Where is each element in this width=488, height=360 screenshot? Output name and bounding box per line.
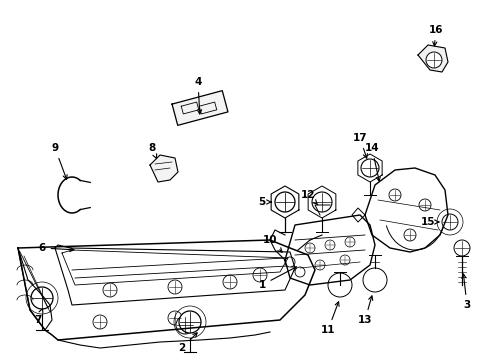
Text: 3: 3	[461, 274, 469, 310]
Circle shape	[314, 260, 325, 270]
Circle shape	[168, 311, 182, 325]
Text: 4: 4	[194, 77, 201, 114]
Circle shape	[325, 240, 334, 250]
Circle shape	[453, 240, 469, 256]
Circle shape	[305, 243, 314, 253]
Circle shape	[425, 52, 441, 68]
Polygon shape	[172, 91, 227, 125]
Circle shape	[168, 280, 182, 294]
Circle shape	[285, 257, 294, 267]
Text: 11: 11	[320, 302, 338, 335]
Text: 8: 8	[148, 143, 156, 159]
Text: 5: 5	[258, 197, 271, 207]
Text: 10: 10	[262, 235, 282, 252]
Circle shape	[274, 192, 294, 212]
Circle shape	[418, 199, 430, 211]
Text: 15: 15	[420, 217, 438, 227]
Circle shape	[103, 283, 117, 297]
Circle shape	[339, 255, 349, 265]
Circle shape	[223, 275, 237, 289]
Circle shape	[311, 192, 331, 212]
Text: 17: 17	[352, 133, 366, 158]
Circle shape	[252, 268, 266, 282]
Text: 12: 12	[300, 190, 317, 205]
Text: 13: 13	[357, 296, 372, 325]
Circle shape	[388, 189, 400, 201]
Text: 9: 9	[51, 143, 67, 179]
Polygon shape	[150, 155, 178, 182]
Text: 16: 16	[428, 25, 442, 46]
Circle shape	[360, 159, 378, 177]
Circle shape	[441, 214, 457, 230]
Circle shape	[403, 229, 415, 241]
Text: 6: 6	[38, 243, 74, 253]
Circle shape	[294, 267, 305, 277]
Circle shape	[179, 311, 201, 333]
Polygon shape	[417, 45, 447, 72]
Text: 7: 7	[34, 309, 43, 325]
Text: 14: 14	[364, 143, 380, 181]
Circle shape	[327, 273, 351, 297]
Circle shape	[362, 268, 386, 292]
Circle shape	[176, 316, 194, 334]
Circle shape	[31, 287, 53, 309]
Text: 1: 1	[258, 267, 296, 290]
Circle shape	[93, 315, 107, 329]
Circle shape	[345, 237, 354, 247]
Text: 2: 2	[178, 333, 197, 353]
